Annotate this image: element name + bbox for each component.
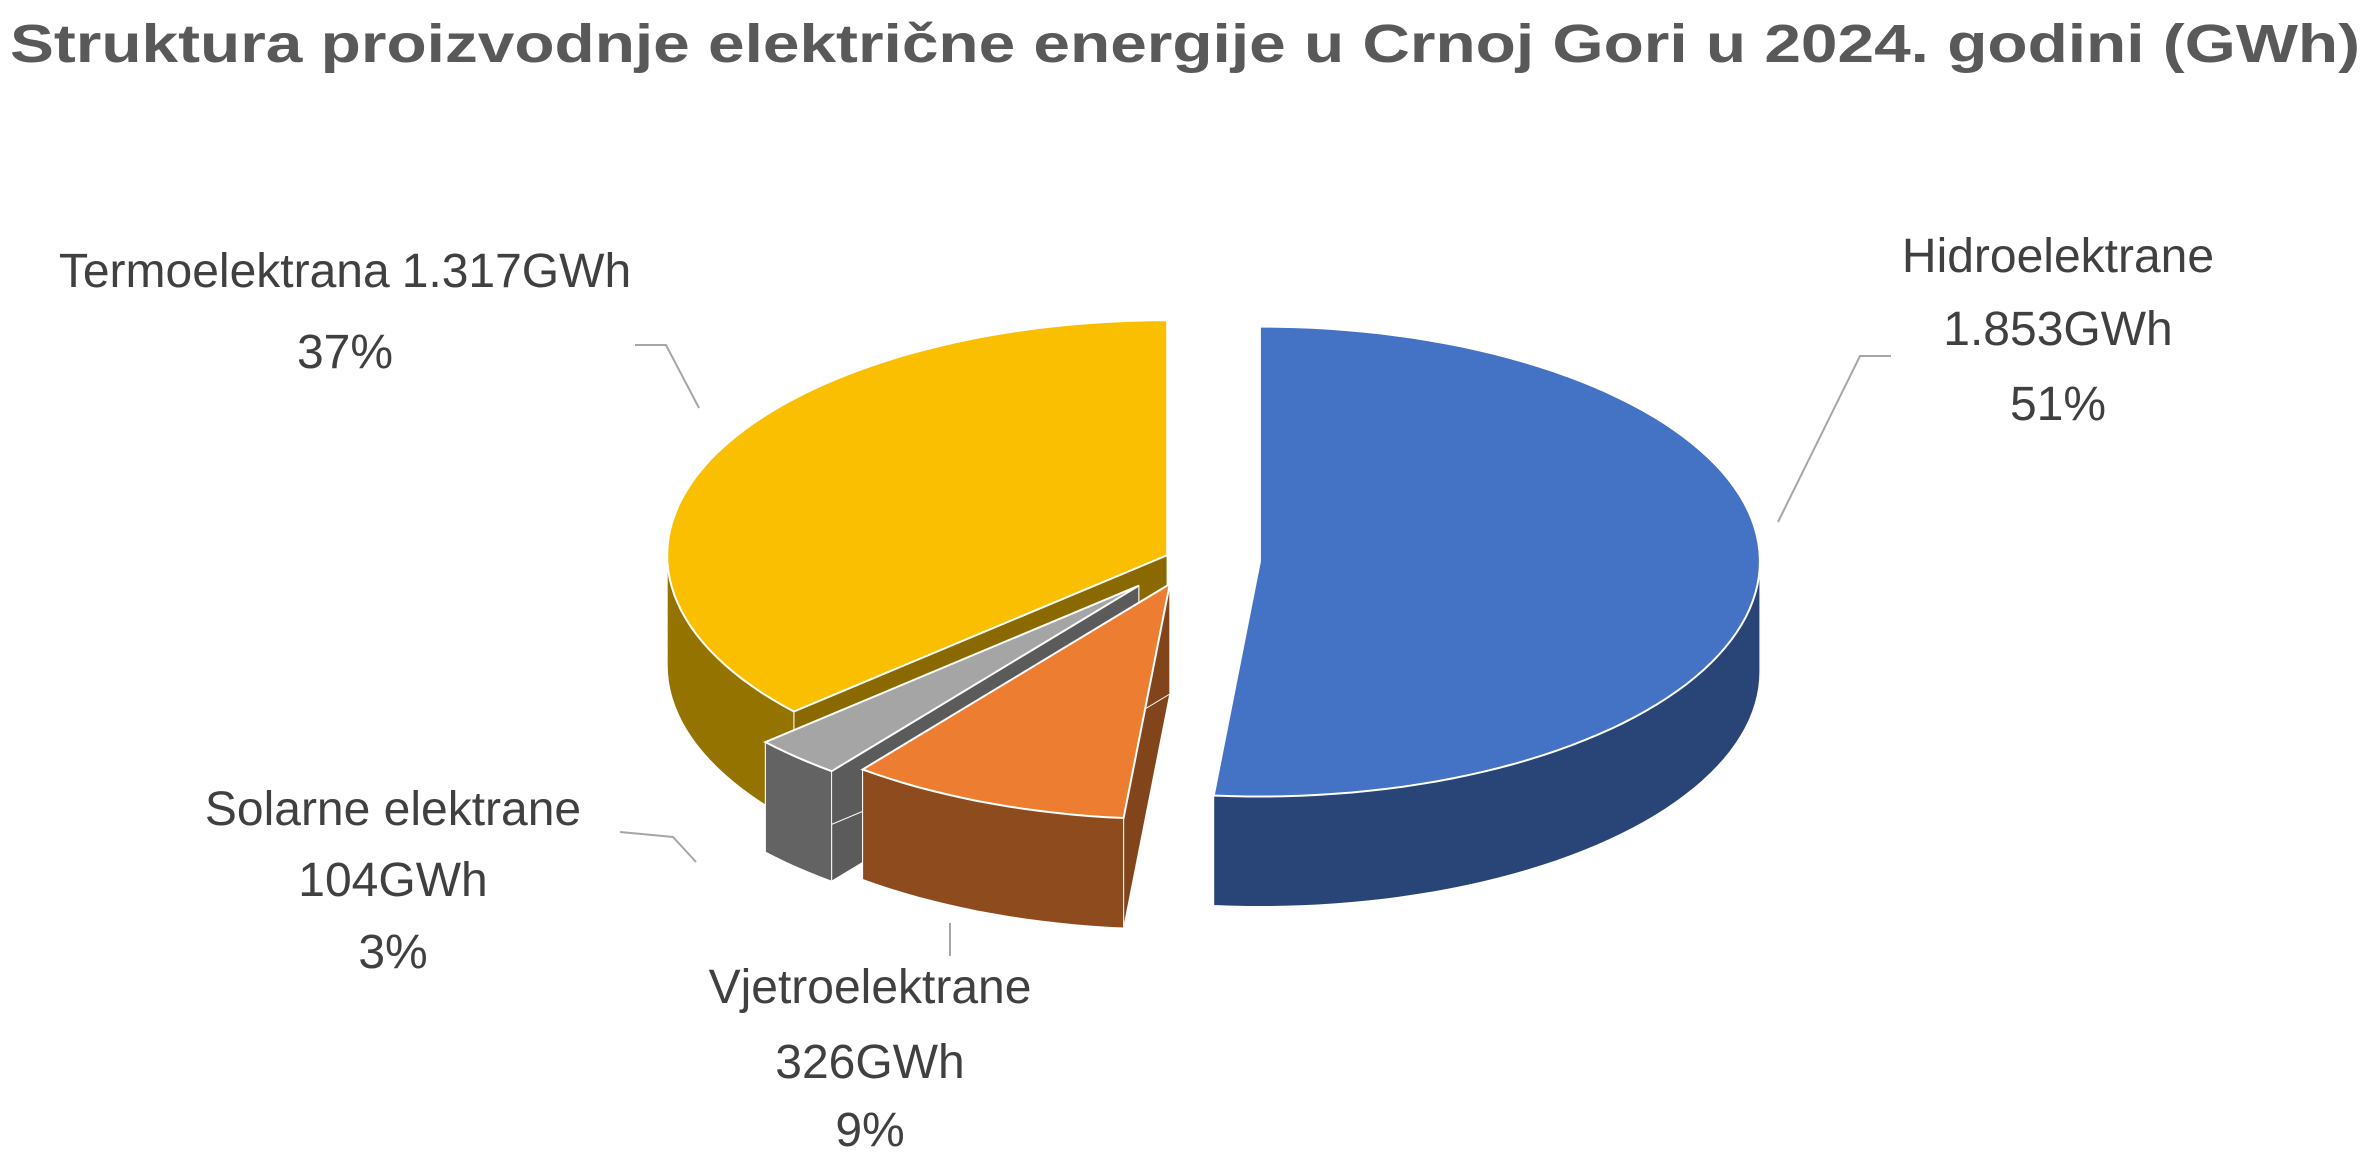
pie [666,319,1761,929]
slice [763,584,1140,773]
slice [1212,325,1761,798]
data-label-name: Vjetroelektrane [709,961,1032,1014]
data-label-percent: 51% [2010,378,2106,431]
data-label-value: 104GWh [298,854,487,907]
labels: Hidroelektrane 1.853GWh 51% Vjetroelektrane… [59,230,2214,1157]
leader-line [1777,355,1891,523]
data-label-percent: 9% [835,1104,904,1157]
data-label-value: 1.853GWh [1943,303,2172,356]
data-label-name: Solarne elektrane [205,783,581,836]
data-label-value: 1.317GWh [402,245,631,298]
leader-line [619,831,697,863]
slice [860,581,1172,820]
chart-title: Struktura proizvodnje električne energij… [10,14,2360,74]
data-label-percent: 37% [297,326,393,379]
slice [666,319,1169,713]
data-label-name: Termoelektrana [59,245,390,298]
data-label-name: Hidroelektrane [1902,230,2214,283]
leader-line [635,344,700,409]
data-label-value: 326GWh [775,1036,964,1089]
data-label-percent: 3% [358,926,427,979]
data-label-line: Termoelektrana 1.317GWh [59,245,631,298]
